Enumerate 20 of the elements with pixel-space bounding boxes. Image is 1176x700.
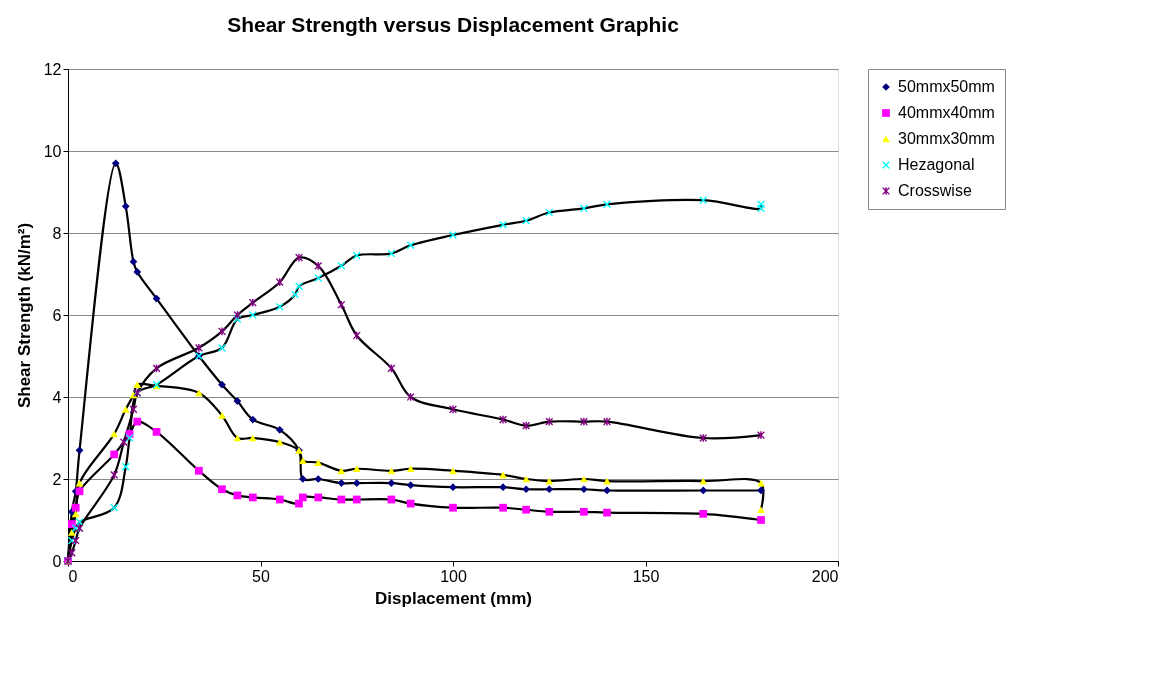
- x-tick-label: 100: [440, 567, 467, 585]
- legend-label: Crosswise: [898, 182, 972, 199]
- y-tick-label: 8: [52, 224, 62, 242]
- y-tick-label: 0: [52, 552, 62, 570]
- y-axis-title: Shear Strength (kN/m²): [14, 222, 34, 409]
- legend-label: 30mmx30mm: [898, 130, 995, 147]
- y-tick-label: 4: [52, 388, 62, 406]
- x-tick-label: 200: [811, 567, 839, 585]
- x-tick-label: 0: [68, 567, 78, 585]
- legend-label: Hezagonal: [898, 156, 975, 173]
- x-tick-label: 50: [252, 567, 270, 585]
- x-axis-title: Displacement (mm): [375, 588, 532, 608]
- legend-label: 40mmx40mm: [898, 104, 995, 121]
- y-tick-label: 6: [52, 306, 62, 324]
- y-tick-label: 2: [52, 470, 62, 488]
- y-tick-label: 12: [43, 60, 62, 78]
- x-tick-label: 150: [632, 567, 660, 585]
- y-tick-label: 10: [43, 142, 62, 160]
- chart-title: Shear Strength versus Displacement Graphic: [227, 13, 680, 36]
- legend-label: 50mmx50mm: [898, 78, 995, 95]
